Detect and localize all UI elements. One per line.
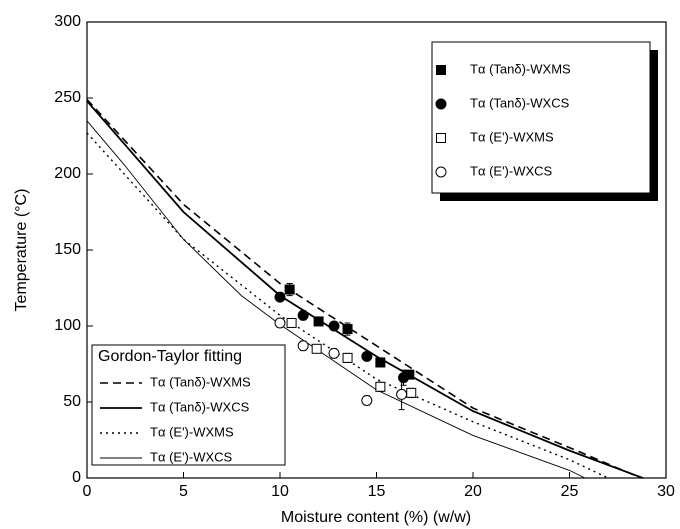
x-tick-label: 25 [561,483,579,500]
legend-label: Tα (E')-WXCS [470,163,553,178]
marker [396,388,408,400]
x-tick-label: 15 [368,483,386,500]
fit-line [86,100,644,479]
y-tick-label: 150 [54,241,81,258]
marker [297,340,309,352]
legend-label: Tα (Tanδ)-WXMS [150,374,251,389]
y-tick-label: 100 [54,317,81,334]
marker [361,350,373,362]
marker [328,347,340,359]
marker [297,309,309,321]
legend-label: Tα (Tanδ)-WXCS [150,399,250,414]
marker [311,343,322,354]
y-tick-label: 50 [63,393,81,410]
marker [398,372,410,384]
marker [435,98,447,110]
marker [342,352,353,363]
marker [313,316,324,327]
marker [328,320,340,332]
fit-legend-title: Gordon-Taylor fitting [98,348,242,365]
x-axis-label: Moisture content (%) (w/w) [281,509,471,526]
marker [436,133,446,143]
marker [274,291,286,303]
legend-label: Tα (E')-WXMS [470,129,554,144]
legend-label: Tα (Tanδ)-WXCS [470,95,570,110]
marker [375,357,386,368]
x-tick-label: 30 [657,483,675,500]
legend-label: Tα (Tanδ)-WXMS [470,61,571,76]
fit-line [86,98,642,479]
fit-legend-box [91,344,286,466]
x-tick-label: 10 [271,483,289,500]
marker [361,394,373,406]
y-tick-label: 300 [54,13,81,30]
marker [406,387,417,398]
legend-box [431,41,651,194]
marker [375,381,386,392]
marker [342,324,353,335]
y-tick-label: 250 [54,89,81,106]
marker [435,166,447,178]
y-tick-label: 0 [72,469,81,486]
marker [286,317,297,328]
x-tick-label: 20 [464,483,482,500]
marker [284,284,295,295]
legend-label: Tα (E')-WXCS [150,449,233,464]
y-tick-label: 200 [54,165,81,182]
x-tick-label: 0 [83,483,92,500]
marker [274,317,286,329]
y-axis-label: Temperature (°C) [13,189,30,312]
x-tick-label: 5 [179,483,188,500]
marker [436,65,446,75]
legend-label: Tα (E')-WXMS [150,424,234,439]
